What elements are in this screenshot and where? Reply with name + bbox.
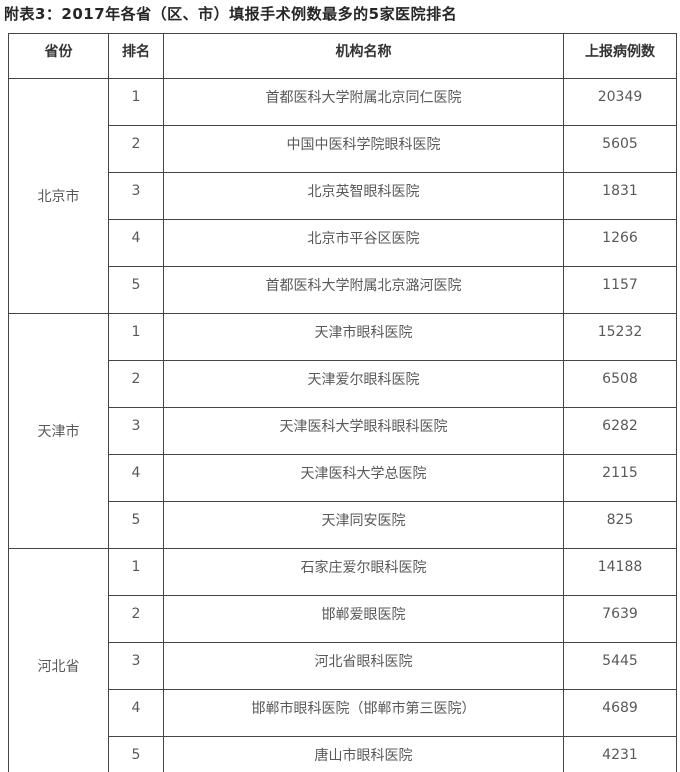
cases-cell: 7639 (563, 595, 677, 643)
rank-cell: 2 (108, 360, 164, 408)
table-row: 4 北京市平谷区医院 1266 (9, 219, 677, 267)
col-header-cases: 上报病例数 (563, 33, 677, 79)
province-cell-beijing: 北京市 (8, 78, 109, 314)
cases-cell: 1831 (563, 172, 677, 220)
rank-cell: 3 (108, 172, 164, 220)
cases-cell: 20349 (563, 78, 677, 126)
rank-cell: 1 (108, 313, 164, 361)
table-row: 2 邯郸爱眼医院 7639 (9, 595, 677, 643)
rank-cell: 4 (108, 219, 164, 267)
table-row: 北京市 1 首都医科大学附属北京同仁医院 20349 (8, 78, 677, 314)
hospital-name-cell: 天津市眼科医院 (163, 313, 564, 361)
cases-cell: 5445 (563, 642, 677, 690)
rank-cell: 4 (108, 454, 164, 502)
page-title: 附表3：2017年各省（区、市）填报手术例数最多的5家医院排名 (4, 5, 458, 23)
table-row: 5 唐山市眼科医院 4231 (9, 736, 677, 772)
col-header-province: 省份 (8, 33, 109, 79)
table-row: 3 北京英智眼科医院 1831 (9, 172, 677, 220)
cases-cell: 5605 (563, 125, 677, 173)
rank-cell: 3 (108, 642, 164, 690)
cases-cell: 4689 (563, 689, 677, 737)
cases-cell: 6282 (563, 407, 677, 455)
hospital-name-cell: 首都医科大学附属北京同仁医院 (163, 78, 564, 126)
table-header-row: 省份 排名 机构名称 上报病例数 (8, 33, 677, 79)
table-row: 5 天津同安医院 825 (9, 501, 677, 549)
hospital-name-cell: 河北省眼科医院 (163, 642, 564, 690)
hospital-name-cell: 天津医科大学眼科眼科医院 (163, 407, 564, 455)
col-header-institution: 机构名称 (163, 33, 564, 79)
rank-cell: 4 (108, 689, 164, 737)
table-row: 5 首都医科大学附属北京潞河医院 1157 (9, 266, 677, 314)
hospital-name-cell: 天津同安医院 (163, 501, 564, 549)
table-row: 2 天津爱尔眼科医院 6508 (9, 360, 677, 408)
cases-cell: 6508 (563, 360, 677, 408)
cases-cell: 825 (563, 501, 677, 549)
col-header-rank: 排名 (108, 33, 164, 79)
hospital-name-cell: 邯郸市眼科医院（邯郸市第三医院） (163, 689, 564, 737)
rank-cell: 5 (108, 266, 164, 314)
cases-cell: 14188 (563, 548, 677, 596)
cases-cell: 1157 (563, 266, 677, 314)
cases-cell: 1266 (563, 219, 677, 267)
cases-cell: 4231 (563, 736, 677, 772)
rank-cell: 3 (108, 407, 164, 455)
hospital-name-cell: 唐山市眼科医院 (163, 736, 564, 772)
table-row: 4 邯郸市眼科医院（邯郸市第三医院） 4689 (9, 689, 677, 737)
hospital-ranking-table: 省份 排名 机构名称 上报病例数 北京市 1 首都医科大学附属北京同仁医院 20… (8, 33, 677, 772)
hospital-name-cell: 中国中医科学院眼科医院 (163, 125, 564, 173)
rank-cell: 5 (108, 501, 164, 549)
province-cell-tianjin: 天津市 (8, 313, 109, 549)
table-row: 天津市 1 天津市眼科医院 15232 (8, 313, 677, 549)
rank-cell: 1 (108, 548, 164, 596)
rank-cell: 1 (108, 78, 164, 126)
cases-cell: 15232 (563, 313, 677, 361)
rank-cell: 2 (108, 595, 164, 643)
table-row: 2 中国中医科学院眼科医院 5605 (9, 125, 677, 173)
hospital-name-cell: 首都医科大学附属北京潞河医院 (163, 266, 564, 314)
hospital-name-cell: 北京市平谷区医院 (163, 219, 564, 267)
table-row: 3 天津医科大学眼科眼科医院 6282 (9, 407, 677, 455)
hospital-name-cell: 天津医科大学总医院 (163, 454, 564, 502)
table-row: 3 河北省眼科医院 5445 (9, 642, 677, 690)
hospital-name-cell: 邯郸爱眼医院 (163, 595, 564, 643)
hospital-name-cell: 天津爱尔眼科医院 (163, 360, 564, 408)
hospital-name-cell: 石家庄爱尔眼科医院 (163, 548, 564, 596)
table-row: 河北省 1 石家庄爱尔眼科医院 14188 (8, 548, 677, 772)
province-cell-hebei: 河北省 (8, 548, 109, 772)
rank-cell: 2 (108, 125, 164, 173)
hospital-name-cell: 北京英智眼科医院 (163, 172, 564, 220)
table-row: 4 天津医科大学总医院 2115 (9, 454, 677, 502)
rank-cell: 5 (108, 736, 164, 772)
cases-cell: 2115 (563, 454, 677, 502)
